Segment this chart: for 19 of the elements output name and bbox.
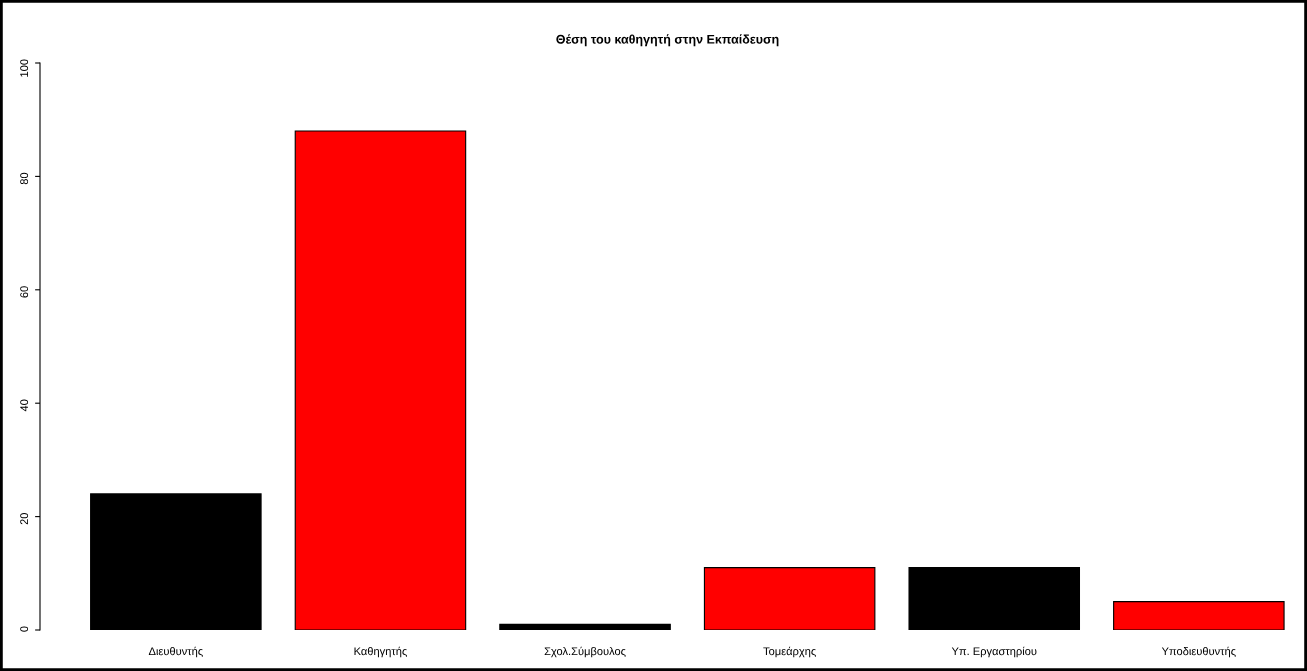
y-tick-label: 40 [20,399,29,412]
y-tick-label: 0 [20,626,29,632]
y-tick-label: 60 [20,286,29,298]
bar [294,130,467,630]
x-tick-label: Υπ. Εργαστηρίου [951,646,1037,658]
bar [90,493,262,630]
x-tick-label: Διευθυντής [148,646,203,658]
x-tick-label: Τομεάρχης [763,646,816,658]
chart-title: Θέση του καθηγητή στην Εκπαίδευση [556,34,779,47]
y-tick-label: 100 [20,59,29,77]
bar [703,567,876,630]
x-tick-label: Υποδιευθυντής [1161,646,1236,658]
bar [908,567,1081,630]
x-tick-label: Σχολ.Σύμβουλος [544,646,626,658]
y-tick-label: 80 [20,172,29,185]
bar [1113,601,1285,630]
y-tick-label: 20 [20,513,29,525]
bar [499,623,671,630]
x-tick-label: Καθηγητής [354,646,407,658]
